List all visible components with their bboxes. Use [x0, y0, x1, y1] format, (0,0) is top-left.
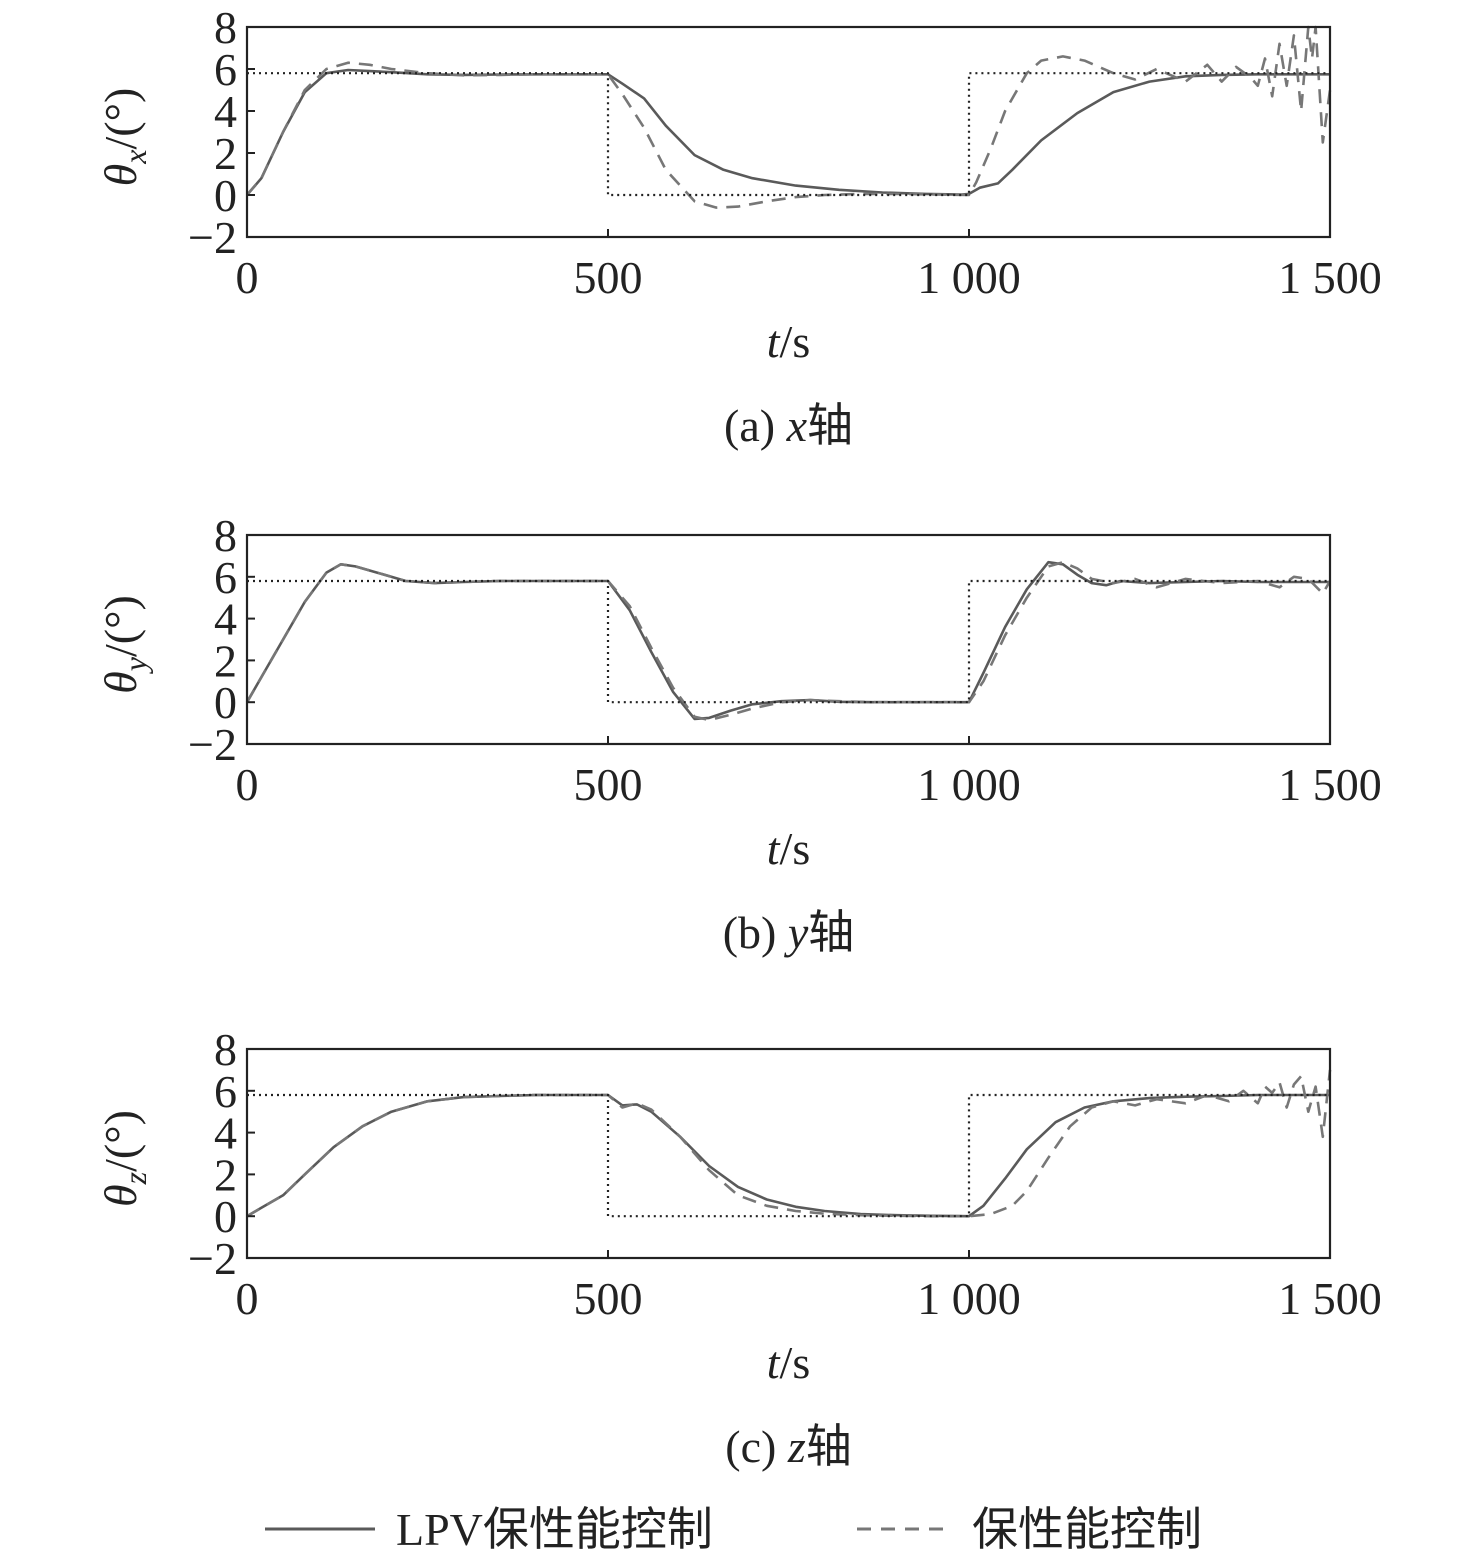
- series-line-lpv: [246, 1093, 1330, 1218]
- y-tick-label: 0: [214, 1191, 237, 1242]
- series-line-lpv: [245, 560, 1330, 721]
- series-line-performance: [246, 1069, 1332, 1218]
- y-tick-label: −2: [188, 212, 237, 263]
- series-line-performance: [245, 560, 1332, 722]
- y-tick-label: 8: [214, 1024, 237, 1075]
- y-axis-label: θz/(°): [95, 1110, 153, 1207]
- y-tick-label: 4: [214, 594, 237, 645]
- y-tick-label: 8: [214, 510, 237, 561]
- x-tick-label: 0: [236, 759, 259, 810]
- legend-solid-label: LPV保性能控制: [396, 1504, 713, 1555]
- x-tick-label: 500: [574, 252, 643, 303]
- y-tick-label: 0: [214, 170, 237, 221]
- series-line-reference: [247, 1093, 1330, 1218]
- y-tick-label: −2: [188, 719, 237, 770]
- series-line-performance: [246, 25, 1332, 209]
- series-line-reference: [247, 579, 1330, 704]
- series-line-lpv: [246, 68, 1330, 196]
- y-tick-label: 2: [214, 1149, 237, 1200]
- x-tick-label: 500: [574, 1273, 643, 1324]
- y-tick-label: −2: [188, 1233, 237, 1284]
- legend-dashed-label: 保性能控制: [972, 1504, 1202, 1555]
- x-tick-label: 1 500: [1278, 759, 1382, 810]
- x-tick-label: 1 500: [1278, 252, 1382, 303]
- y-tick-label: 2: [214, 635, 237, 686]
- y-tick-label: 6: [214, 44, 237, 95]
- y-tick-label: 0: [214, 677, 237, 728]
- y-axis-label: θx/(°): [95, 88, 153, 187]
- panel-caption: (b) y轴: [723, 907, 855, 958]
- x-tick-label: 1 000: [917, 759, 1021, 810]
- panel-caption: (a) x轴: [724, 400, 853, 451]
- series-line-reference: [247, 72, 1330, 197]
- legend: LPV保性能控制 保性能控制: [265, 1504, 1202, 1555]
- x-tick-label: 0: [236, 252, 259, 303]
- x-axis-label: t/s: [767, 316, 810, 367]
- panel-caption: (c) z轴: [725, 1421, 851, 1472]
- x-axis-label: t/s: [767, 823, 810, 874]
- plot-frame: [245, 1047, 1332, 1260]
- x-tick-label: 1 000: [917, 1273, 1021, 1324]
- x-tick-label: 0: [236, 1273, 259, 1324]
- y-tick-label: 2: [214, 128, 237, 179]
- y-axis-label: θy/(°): [95, 595, 153, 694]
- x-axis-label: t/s: [767, 1337, 810, 1388]
- y-tick-label: 6: [214, 1066, 237, 1117]
- plot-frame: [245, 533, 1332, 746]
- x-tick-label: 500: [574, 759, 643, 810]
- y-tick-label: 4: [214, 86, 237, 137]
- y-tick-label: 8: [214, 2, 237, 53]
- x-tick-label: 1 000: [917, 252, 1021, 303]
- plot-frame: [245, 25, 1332, 239]
- y-tick-label: 6: [214, 552, 237, 603]
- x-tick-label: 1 500: [1278, 1273, 1382, 1324]
- y-tick-label: 4: [214, 1108, 237, 1159]
